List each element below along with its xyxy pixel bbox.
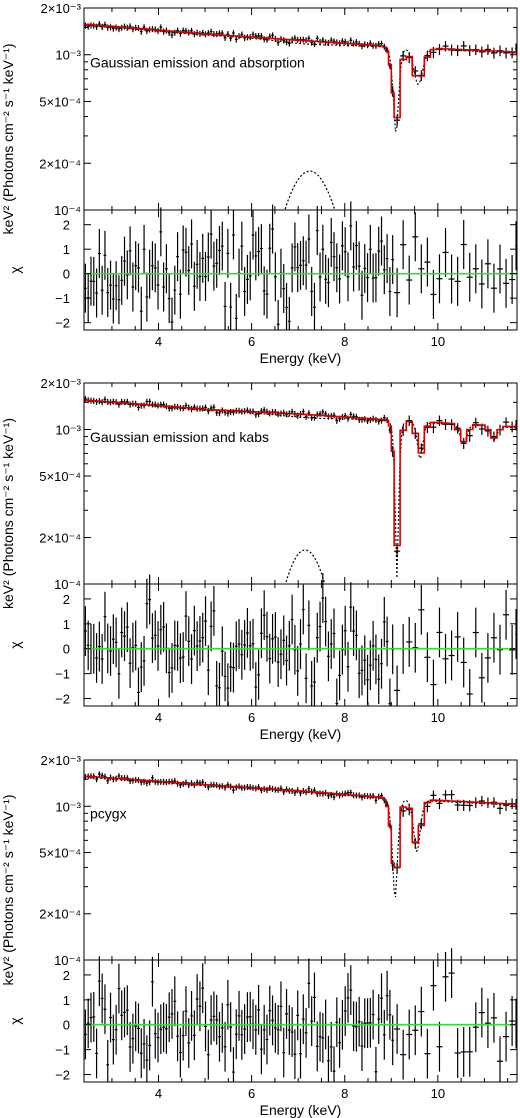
y-tick-label: 10⁻⁴ xyxy=(54,577,81,592)
residual-points xyxy=(84,201,517,330)
y-axis-title: keV² (Photons cm⁻² s⁻¹ keV⁻¹) xyxy=(0,44,16,235)
emission-line-component xyxy=(284,170,336,210)
residual-axis-title: χ xyxy=(7,266,23,274)
x-axis-title: Energy (keV) xyxy=(260,1102,342,1118)
y-tick-label: 10⁻⁴ xyxy=(54,203,81,218)
residual-points xyxy=(84,948,517,1082)
data-points xyxy=(84,771,517,898)
x-tick-label: 6 xyxy=(248,1086,255,1101)
panel-annotation: Gaussian emission and absorption xyxy=(90,54,305,70)
x-tick-label: 4 xyxy=(155,710,162,725)
y-tick-label: 10⁻⁴ xyxy=(54,953,81,968)
x-tick-label: 8 xyxy=(341,1086,348,1101)
residual-tick-label: −1 xyxy=(55,1043,70,1058)
residual-frame xyxy=(83,209,518,331)
x-tick-label: 6 xyxy=(248,710,255,725)
residual-tick-label: −1 xyxy=(55,667,70,682)
data-points xyxy=(84,396,517,583)
residual-frame xyxy=(83,583,518,707)
residual-tick-label: 0 xyxy=(63,642,70,657)
x-tick-label: 8 xyxy=(341,334,348,349)
absorption-component xyxy=(84,24,517,132)
panel-annotation: pcygx xyxy=(90,806,127,822)
y-tick-label: 10⁻³ xyxy=(55,48,81,63)
x-tick-label: 10 xyxy=(431,334,445,349)
x-axis-title: Energy (keV) xyxy=(260,726,342,742)
y-tick-label: 5×10⁻⁴ xyxy=(39,846,81,861)
residual-tick-label: −1 xyxy=(55,291,70,306)
residual-tick-label: 1 xyxy=(63,993,70,1008)
x-tick-label: 6 xyxy=(248,334,255,349)
x-tick-label: 8 xyxy=(341,710,348,725)
panel-annotation: Gaussian emission and kabs xyxy=(90,429,269,445)
y-tick-label: 2×10⁻³ xyxy=(41,376,82,391)
residual-tick-label: −2 xyxy=(55,692,70,707)
residual-tick-label: 2 xyxy=(63,592,70,607)
y-axis-title: keV² (Photons cm⁻² s⁻¹ keV⁻¹) xyxy=(0,418,16,609)
residual-axis-title: χ xyxy=(7,641,23,649)
y-tick-label: 2×10⁻³ xyxy=(41,1,82,16)
y-tick-label: 5×10⁻⁴ xyxy=(39,469,81,484)
y-tick-label: 2×10⁻⁴ xyxy=(39,156,81,171)
residual-points xyxy=(84,573,517,706)
residual-tick-label: −2 xyxy=(55,1068,70,1083)
residual-tick-label: −2 xyxy=(55,316,70,331)
y-tick-label: 5×10⁻⁴ xyxy=(39,94,81,109)
y-tick-label: 2×10⁻³ xyxy=(41,753,82,768)
x-tick-label: 10 xyxy=(431,710,445,725)
model-curve xyxy=(84,23,517,119)
model-curve xyxy=(84,399,517,547)
residual-tick-label: 0 xyxy=(63,267,70,282)
y-tick-label: 2×10⁻⁴ xyxy=(39,907,81,922)
residual-frame xyxy=(83,959,518,1083)
residual-tick-label: 0 xyxy=(63,1018,70,1033)
x-tick-label: 4 xyxy=(155,334,162,349)
residual-tick-label: 2 xyxy=(63,968,70,983)
x-tick-label: 4 xyxy=(155,1086,162,1101)
y-tick-label: 10⁻³ xyxy=(55,799,81,814)
residual-axis-title: χ xyxy=(7,1017,23,1025)
residual-tick-label: 1 xyxy=(63,242,70,257)
residual-tick-label: 1 xyxy=(63,617,70,632)
x-axis-title: Energy (keV) xyxy=(260,350,342,366)
model-curve xyxy=(84,775,517,868)
residual-tick-label: 2 xyxy=(63,218,70,233)
x-tick-label: 10 xyxy=(431,1086,445,1101)
emission-line-component xyxy=(285,549,325,583)
y-tick-label: 2×10⁻⁴ xyxy=(39,530,81,545)
y-axis-title: keV² (Photons cm⁻² s⁻¹ keV⁻¹) xyxy=(0,795,16,986)
data-points xyxy=(84,21,517,210)
y-tick-label: 10⁻³ xyxy=(55,423,81,438)
